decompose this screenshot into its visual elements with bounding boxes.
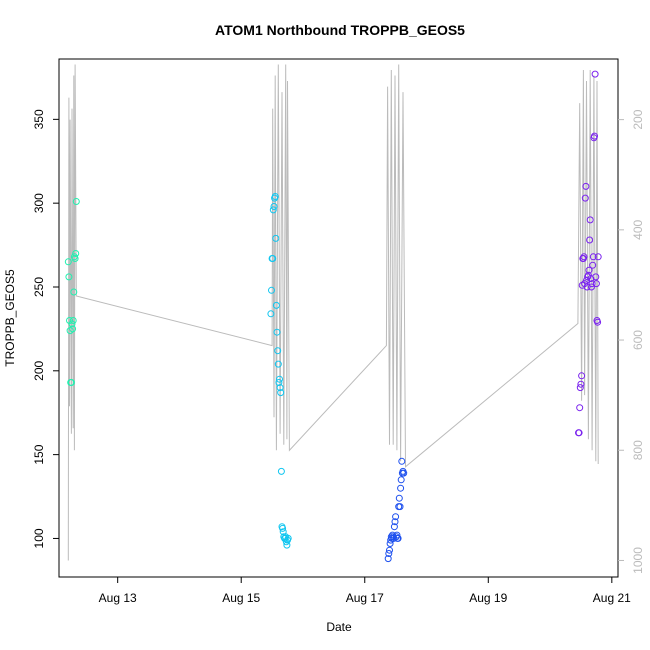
series-2 <box>384 457 408 563</box>
x-axis: Aug 13 Aug 15 Aug 17 Aug 19 Aug 21 <box>99 577 631 605</box>
x-tick-label: Aug 15 <box>222 591 260 605</box>
data-point <box>276 375 283 383</box>
y-tick-label: 100 <box>32 528 46 548</box>
data-point <box>72 198 80 205</box>
right-axis: 200 400 600 800 1000 <box>618 109 645 574</box>
data-point <box>279 524 287 532</box>
data-point <box>587 275 595 283</box>
y-tick-label: 350 <box>32 109 46 129</box>
data-point <box>591 70 599 78</box>
data-point <box>284 534 292 542</box>
data-point <box>588 280 596 288</box>
x-axis-label: Date <box>326 620 352 634</box>
data-point <box>390 523 398 531</box>
right-tick-label: 1000 <box>631 547 645 574</box>
data-point <box>70 288 78 296</box>
data-point <box>398 457 406 465</box>
data-point <box>575 429 583 437</box>
data-point <box>392 513 400 521</box>
data-point <box>589 261 597 269</box>
data-point <box>577 380 585 388</box>
data-point <box>277 467 285 475</box>
series-0 <box>64 198 80 386</box>
y-tick-label: 150 <box>32 444 46 464</box>
right-tick-label: 200 <box>631 109 645 129</box>
data-point <box>397 484 405 492</box>
y-tick-label: 300 <box>32 193 46 213</box>
data-point <box>385 550 393 557</box>
data-point <box>393 531 401 539</box>
altitude-trace <box>67 64 599 561</box>
data-point <box>274 347 282 355</box>
altitude-trace-line <box>67 64 599 561</box>
x-tick-label: Aug 13 <box>99 591 137 605</box>
data-point <box>69 317 77 324</box>
data-point <box>277 389 285 397</box>
data-point <box>586 236 594 244</box>
data-point <box>587 283 595 291</box>
data-point <box>396 503 404 511</box>
data-point <box>268 286 275 294</box>
data-point <box>71 255 79 262</box>
data-point <box>274 360 282 368</box>
plot-area <box>58 58 619 578</box>
x-tick-label: Aug 17 <box>346 591 384 605</box>
data-point <box>589 253 597 261</box>
data-point <box>581 194 589 202</box>
data-point <box>65 273 73 281</box>
data-point <box>271 193 279 200</box>
data-point <box>72 250 80 257</box>
data-point <box>578 372 586 380</box>
x-tick-label: Aug 21 <box>593 591 631 605</box>
chart-title: ATOM1 Northbound TROPPB_GEOS5 <box>215 22 465 38</box>
right-tick-label: 400 <box>631 219 645 239</box>
data-point <box>576 404 584 412</box>
data-point <box>594 318 602 326</box>
data-point <box>591 132 598 140</box>
data-point <box>272 234 280 242</box>
right-tick-label: 600 <box>631 330 645 350</box>
data-point <box>583 283 591 291</box>
data-point <box>282 538 290 546</box>
data-point <box>384 555 392 563</box>
data-point <box>395 494 403 502</box>
y-axis: 100 150 200 250 300 350 <box>32 109 59 548</box>
data-point <box>272 301 280 309</box>
data-point <box>283 541 291 549</box>
data-point <box>394 534 402 542</box>
data-point <box>273 328 281 336</box>
data-point <box>267 310 275 318</box>
data-points <box>64 70 602 563</box>
data-point <box>275 379 283 386</box>
data-point <box>586 216 594 224</box>
data-point <box>592 280 600 288</box>
data-point <box>592 273 600 281</box>
data-point <box>67 379 75 386</box>
data-point <box>276 384 284 392</box>
data-point <box>64 258 72 266</box>
y-axis-label: TROPPB_GEOS5 <box>3 269 17 367</box>
data-point <box>585 266 593 274</box>
data-point <box>397 476 405 484</box>
data-point <box>576 384 584 392</box>
data-point <box>270 203 278 210</box>
series-1 <box>267 193 292 549</box>
data-point <box>391 518 399 526</box>
data-point <box>68 320 76 328</box>
x-tick-label: Aug 19 <box>469 591 507 605</box>
data-point <box>269 206 277 214</box>
series-3 <box>575 70 602 437</box>
data-point <box>580 253 588 261</box>
data-point <box>582 182 590 190</box>
data-point <box>400 469 408 477</box>
y-tick-label: 250 <box>32 277 46 297</box>
data-point <box>269 255 277 262</box>
data-point <box>69 325 77 333</box>
data-point <box>594 253 602 261</box>
data-point <box>386 546 393 554</box>
y-tick-label: 200 <box>32 360 46 380</box>
right-tick-label: 800 <box>631 440 645 460</box>
